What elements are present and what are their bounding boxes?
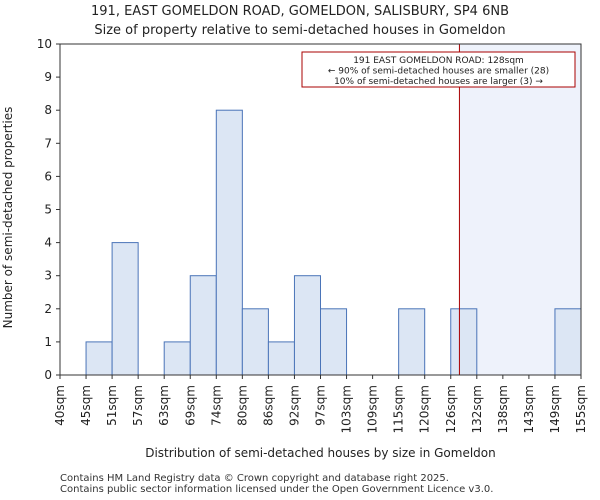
x-axis-label: Distribution of semi-detached houses by …: [145, 446, 496, 460]
x-tick-label: 86sqm: [261, 385, 275, 426]
x-tick-label: 132sqm: [470, 385, 484, 433]
x-tick-label: 51sqm: [105, 385, 119, 426]
y-tick-label: 1: [44, 335, 52, 349]
histogram-bar: [215, 109, 243, 376]
x-tick-label: 63sqm: [157, 385, 171, 426]
histogram-bar: [85, 341, 113, 376]
x-tick-label: 103sqm: [340, 385, 354, 433]
x-tick-label: 138sqm: [496, 385, 510, 433]
histogram-bar: [241, 308, 269, 376]
chart-title-line-1: 191, EAST GOMELDON ROAD, GOMELDON, SALIS…: [91, 4, 509, 19]
histogram-bar: [293, 275, 322, 376]
x-tick-label: 45sqm: [79, 385, 93, 426]
x-tick-label: 126sqm: [444, 385, 458, 433]
histogram-bar: [398, 308, 426, 376]
chart-title-line-2: Size of property relative to semi-detach…: [94, 23, 506, 38]
x-tick-label: 74sqm: [209, 385, 223, 426]
histogram-bar: [163, 341, 191, 376]
histogram-bar: [554, 308, 582, 376]
histogram-bar: [320, 308, 348, 376]
y-tick-label: 6: [44, 169, 52, 183]
x-tick-label: 57sqm: [131, 385, 145, 426]
y-tick-label: 9: [44, 70, 52, 84]
y-tick-label: 3: [44, 269, 52, 283]
y-tick-label: 0: [44, 368, 52, 382]
x-tick-label: 143sqm: [522, 385, 536, 433]
x-tick-label: 40sqm: [53, 385, 67, 426]
footer-line-1: Contains HM Land Registry data © Crown c…: [60, 473, 449, 484]
annotation-box: [301, 51, 576, 88]
y-tick-label: 5: [44, 203, 52, 217]
x-tick-label: 109sqm: [366, 385, 380, 433]
footer: Contains HM Land Registry data © Crown c…: [60, 473, 493, 495]
histogram-bar: [189, 275, 217, 376]
y-tick-label: 10: [37, 37, 52, 51]
annotation-line-3: 10% of semi-detached houses are larger (…: [334, 77, 543, 87]
x-tick-label: 69sqm: [183, 385, 197, 426]
x-tick-label: 155sqm: [574, 385, 588, 433]
x-tick-label: 120sqm: [418, 385, 432, 433]
x-tick-label: 97sqm: [314, 385, 328, 426]
annotation-line-1: 191 EAST GOMELDON ROAD: 128sqm: [353, 56, 524, 66]
y-axis-label: Number of semi-detached properties: [1, 107, 15, 329]
annotation-line-2: ← 90% of semi-detached houses are smalle…: [328, 67, 549, 77]
histogram-bar: [111, 242, 139, 376]
histogram-bar: [267, 341, 295, 376]
x-tick-label: 92sqm: [287, 385, 301, 426]
y-tick-label: 8: [44, 103, 52, 117]
histogram-bar: [450, 308, 478, 376]
footer-line-2: Contains public sector information licen…: [60, 484, 494, 495]
y-tick-label: 4: [44, 236, 52, 250]
x-tick-label: 80sqm: [235, 385, 249, 426]
x-tick-label: 115sqm: [392, 385, 406, 433]
x-tick-label: 149sqm: [548, 385, 562, 433]
y-tick-label: 2: [44, 302, 52, 316]
chart-title: 191, EAST GOMELDON ROAD, GOMELDON, SALIS…: [0, 2, 600, 40]
y-tick-label: 7: [44, 136, 52, 150]
